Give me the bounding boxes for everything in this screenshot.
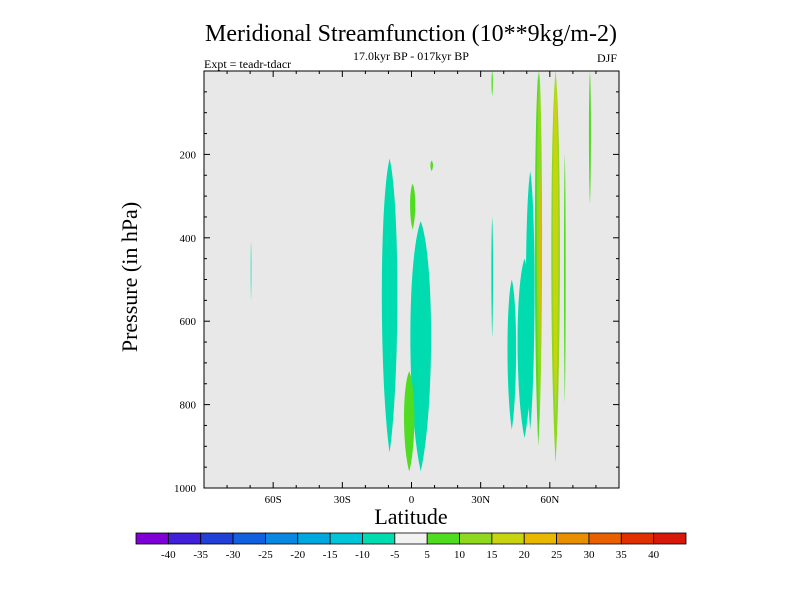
x-axis-label: Latitude: [374, 504, 447, 529]
contour-highlat-core-yellow: [553, 71, 559, 418]
x-tick-label: 60S: [265, 494, 282, 506]
colorbar-level-label: -35: [193, 549, 208, 561]
colorbar-swatch: [426, 532, 460, 545]
y-tick-label: 800: [180, 400, 197, 412]
colorbar-swatch: [329, 532, 363, 545]
colorbar-level-label: 25: [551, 549, 563, 561]
colorbar-level-label: -10: [355, 549, 370, 561]
contour-polar-positive-trace-b: [588, 71, 591, 205]
colorbar-swatch: [135, 532, 169, 545]
colorbar-level-label: 5: [424, 549, 430, 561]
colorbar: -40 -35 -30 -25 -20 -15 -10 -5 5 10 15 20 25 30 35 40: [135, 532, 687, 561]
contour-upper-positive-trace: [491, 71, 493, 97]
colorbar-swatch: [523, 532, 557, 545]
x-tick-label: 30N: [471, 494, 490, 506]
colorbar-level-label: 35: [616, 549, 628, 561]
y-axis-label: Pressure (in hPa): [117, 202, 142, 352]
colorbar-level-label: 20: [519, 549, 531, 561]
y-tick-label: 600: [180, 316, 197, 328]
colorbar-level-label: 10: [454, 549, 466, 561]
colorbar-level-label: 15: [486, 549, 498, 561]
contour-polar-positive-trace-a: [563, 154, 566, 405]
colorbar-swatch: [491, 532, 525, 545]
colorbar-swatch: [588, 532, 622, 545]
chart-subtitle: 17.0kyr BP - 017kyr BP: [353, 49, 469, 63]
colorbar-level-label: -5: [390, 549, 400, 561]
colorbar-swatch: [232, 532, 266, 545]
colorbar-level-label: -40: [161, 549, 176, 561]
colorbar-level-label: -25: [258, 549, 273, 561]
contour-tropical-negative-cell-lower-right: [410, 221, 432, 472]
left-label: Expt = teadr-tdacr: [204, 57, 291, 71]
colorbar-level-label: -30: [226, 549, 241, 561]
contour-tropical-positive-speck: [430, 160, 433, 172]
right-label: DJF: [597, 51, 617, 65]
colorbar-swatch: [620, 532, 655, 545]
contour-tropical-positive-cell-low: [404, 371, 415, 472]
x-tick-label: 30S: [334, 494, 351, 506]
colorbar-swatch: [200, 532, 234, 545]
colorbar-swatch: [459, 532, 493, 545]
contour-subtropical-negative-trace: [491, 216, 494, 338]
colorbar-swatch: [394, 532, 428, 545]
y-tick-label: 1000: [174, 483, 197, 495]
contour-midlatitude-negative-cell-c: [525, 171, 535, 430]
contour-midlatitude-negative-cell-a: [507, 279, 517, 430]
chart-title: Meridional Streamfunction (10**9kg/m-2): [205, 21, 617, 47]
colorbar-swatch: [653, 532, 687, 545]
colorbar-swatch: [362, 532, 396, 545]
contour-southern-hemisphere-isolated-trace: [250, 241, 252, 301]
colorbar-swatch: [556, 532, 590, 545]
x-tick-label: 0: [409, 494, 415, 506]
colorbar-swatch: [167, 532, 202, 545]
contour-highlat-upper-orange: [538, 162, 541, 363]
y-tick-label: 400: [180, 233, 197, 245]
colorbar-swatch: [297, 532, 331, 545]
colorbar-level-label: 40: [648, 549, 660, 561]
colorbar-swatch: [265, 532, 299, 545]
contour-tropical-negative-cell-main: [381, 158, 398, 453]
colorbar-level-label: -15: [323, 549, 338, 561]
colorbar-level-label: 30: [583, 549, 595, 561]
y-tick-label: 200: [180, 149, 197, 161]
contour-tropical-positive-cell-upper: [410, 183, 416, 230]
colorbar-level-label: -20: [290, 549, 305, 561]
plot-area: 60S 30S 0 30N 60N 200 400 600 800 1000: [174, 70, 620, 506]
x-tick-label: 60N: [540, 494, 559, 506]
